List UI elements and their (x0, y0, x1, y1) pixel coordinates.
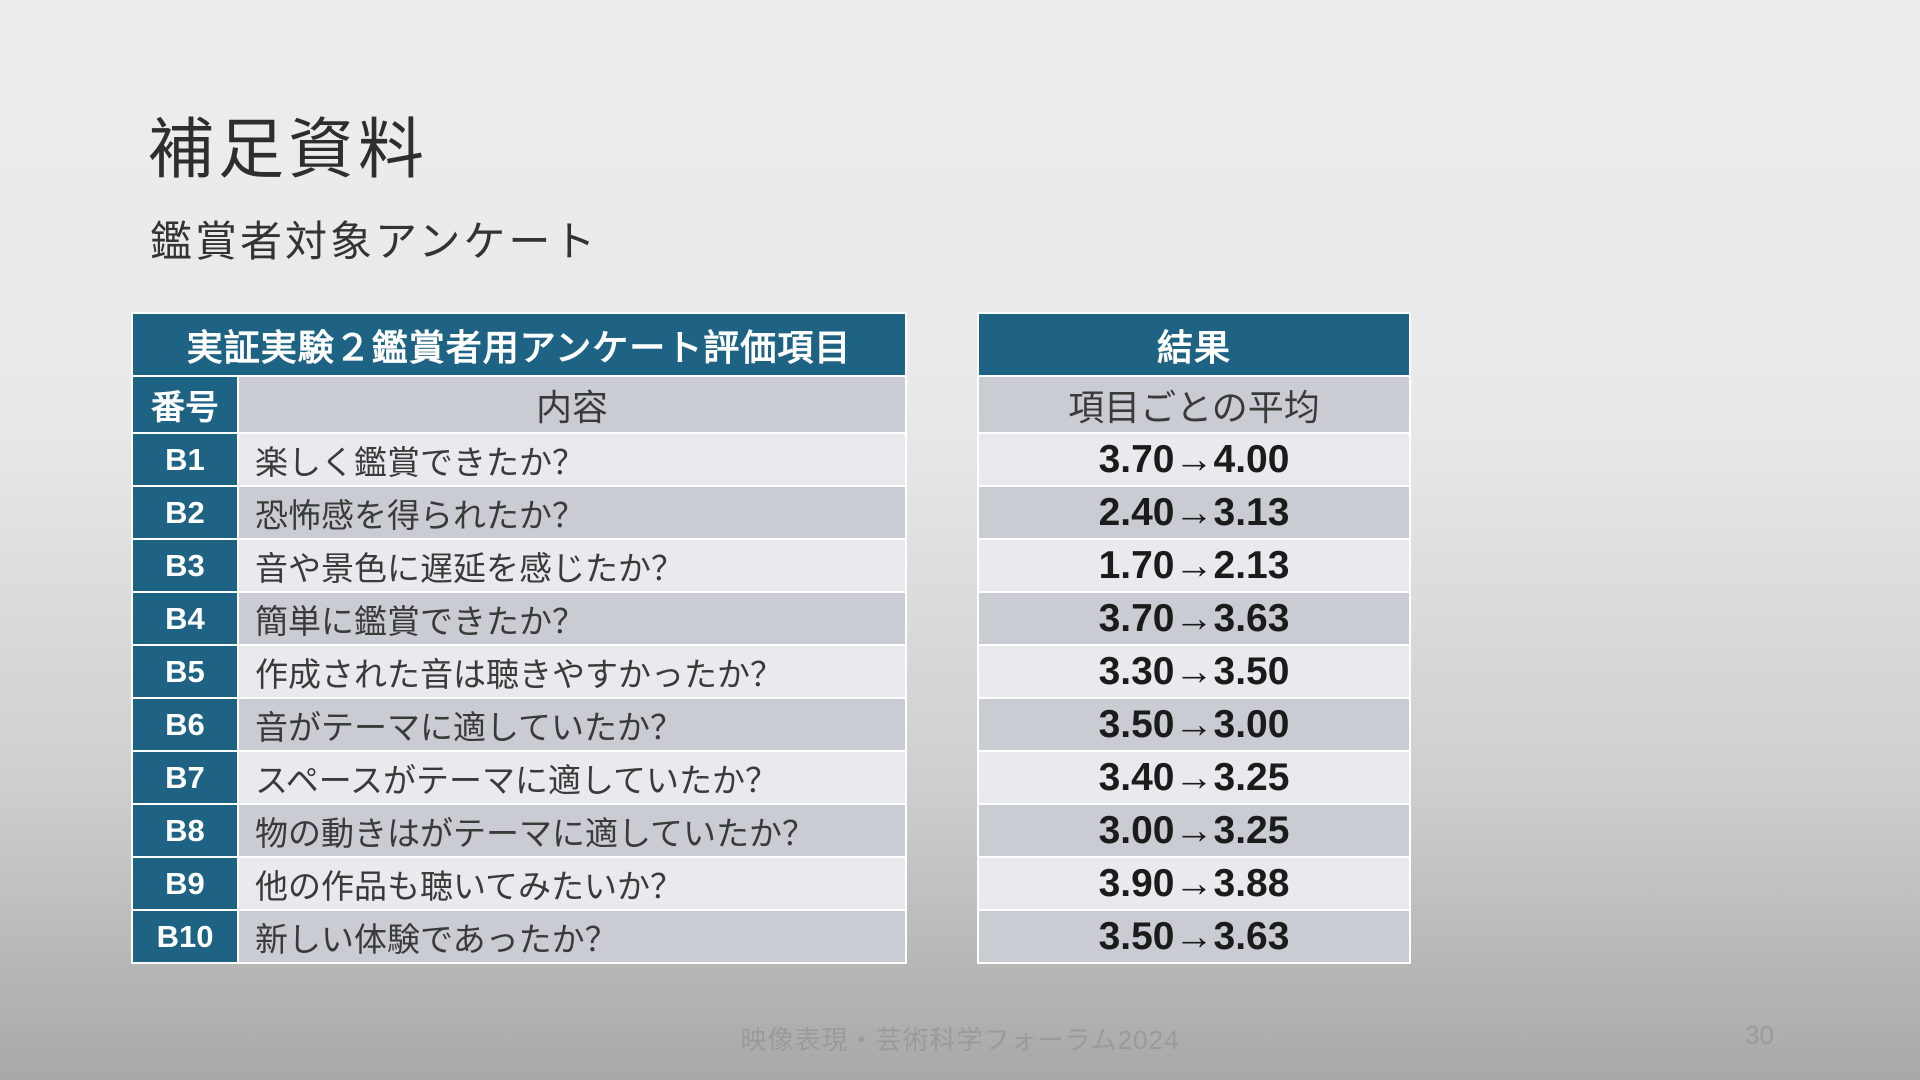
result-value: 3.40→3.25 (979, 752, 1409, 803)
survey-table-title: 実証実験２鑑賞者用アンケート評価項目 (133, 314, 905, 375)
row-id: B8 (133, 805, 239, 856)
results-subheader: 項目ごとの平均 (979, 377, 1409, 432)
row-id: B3 (133, 540, 239, 591)
table-row: 3.90→3.88 (979, 856, 1409, 909)
table-row: 3.50→3.00 (979, 697, 1409, 750)
survey-items-table: 実証実験２鑑賞者用アンケート評価項目 番号 内容 B1 楽しく鑑賞できたか？ B… (131, 312, 907, 964)
row-content: 音や景色に遅延を感じたか？ (239, 540, 905, 591)
result-value: 2.40→3.13 (979, 487, 1409, 538)
table-row: 2.40→3.13 (979, 485, 1409, 538)
row-content: スペースがテーマに適していたか？ (239, 752, 905, 803)
row-content: 楽しく鑑賞できたか？ (239, 434, 905, 485)
table-row: B9 他の作品も聴いてみたいか？ (133, 856, 905, 909)
footer-conference-label: 映像表現・芸術科学フォーラム2024 (740, 1025, 1180, 1055)
table-row: 3.50→3.63 (979, 909, 1409, 962)
table-row: B8 物の動きはがテーマに適していたか？ (133, 803, 905, 856)
row-content: 簡単に鑑賞できたか？ (239, 593, 905, 644)
row-content: 恐怖感を得られたか？ (239, 487, 905, 538)
results-table-title: 結果 (979, 314, 1409, 375)
table-row: 3.70→4.00 (979, 432, 1409, 485)
result-value: 3.70→3.63 (979, 593, 1409, 644)
result-value: 3.30→3.50 (979, 646, 1409, 697)
table-row: 3.40→3.25 (979, 750, 1409, 803)
table-row: 3.30→3.50 (979, 644, 1409, 697)
table-row: 3.00→3.25 (979, 803, 1409, 856)
table-row: 項目ごとの平均 (979, 375, 1409, 432)
result-value: 3.50→3.63 (979, 911, 1409, 962)
row-id: B5 (133, 646, 239, 697)
table-row: B5 作成された音は聴きやすかったか？ (133, 644, 905, 697)
column-header-content: 内容 (239, 377, 905, 432)
result-value: 3.90→3.88 (979, 858, 1409, 909)
row-id: B7 (133, 752, 239, 803)
table-row: B2 恐怖感を得られたか？ (133, 485, 905, 538)
table-row: B1 楽しく鑑賞できたか？ (133, 432, 905, 485)
table-row: B6 音がテーマに適していたか？ (133, 697, 905, 750)
table-row: 番号 内容 (133, 375, 905, 432)
row-content: 他の作品も聴いてみたいか？ (239, 858, 905, 909)
column-header-number: 番号 (133, 377, 239, 432)
result-value: 3.00→3.25 (979, 805, 1409, 856)
row-id: B2 (133, 487, 239, 538)
result-value: 3.70→4.00 (979, 434, 1409, 485)
table-row: B3 音や景色に遅延を感じたか？ (133, 538, 905, 591)
page-title: 補足資料 (148, 112, 428, 186)
row-content: 物の動きはがテーマに適していたか？ (239, 805, 905, 856)
row-id: B6 (133, 699, 239, 750)
table-row: B7 スペースがテーマに適していたか？ (133, 750, 905, 803)
result-value: 3.50→3.00 (979, 699, 1409, 750)
page-subtitle: 鑑賞者対象アンケート (150, 218, 599, 265)
table-row: B10 新しい体験であったか？ (133, 909, 905, 962)
row-content: 音がテーマに適していたか？ (239, 699, 905, 750)
row-content: 作成された音は聴きやすかったか？ (239, 646, 905, 697)
row-id: B10 (133, 911, 239, 962)
footer-page-number: 30 (1745, 1020, 1774, 1050)
table-row: B4 簡単に鑑賞できたか？ (133, 591, 905, 644)
table-row: 3.70→3.63 (979, 591, 1409, 644)
row-id: B1 (133, 434, 239, 485)
row-id: B9 (133, 858, 239, 909)
results-table: 結果 項目ごとの平均 3.70→4.00 2.40→3.13 1.70→2.13… (977, 312, 1411, 964)
table-row: 1.70→2.13 (979, 538, 1409, 591)
result-value: 1.70→2.13 (979, 540, 1409, 591)
row-content: 新しい体験であったか？ (239, 911, 905, 962)
row-id: B4 (133, 593, 239, 644)
